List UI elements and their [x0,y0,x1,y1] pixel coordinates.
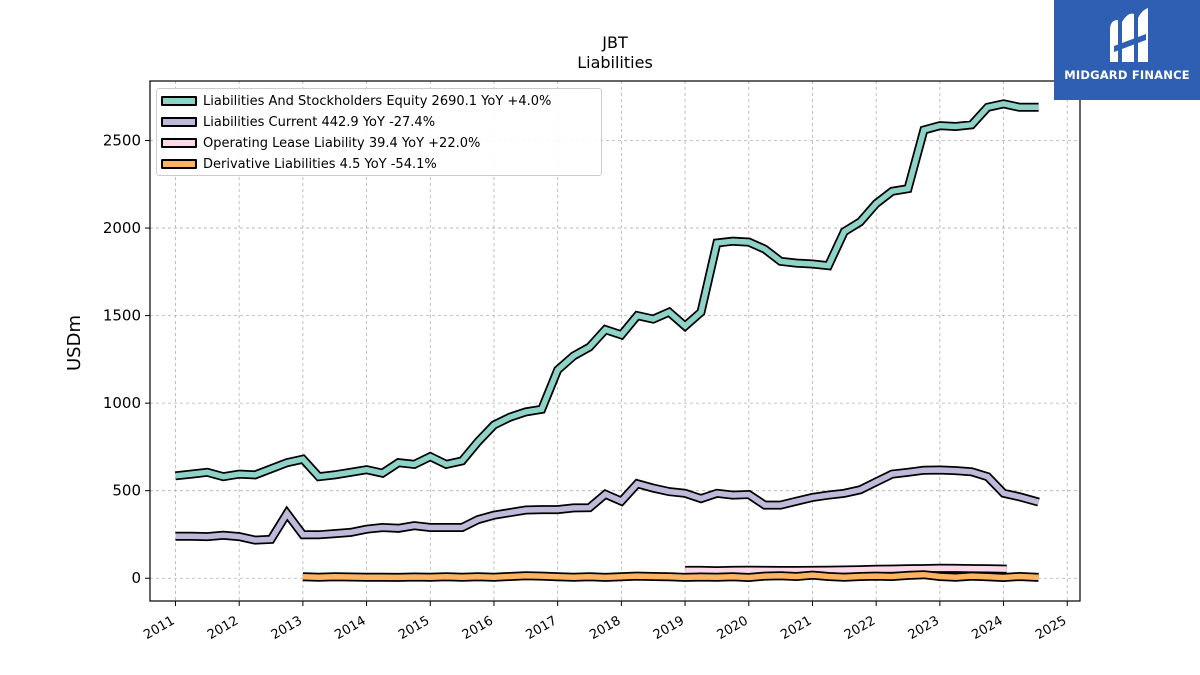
legend-swatch-equity [161,96,197,106]
x-tick-label: 2022 [842,613,878,643]
x-axis-ticks: 2011 2012 2013 2014 2015 2016 2017 2018 2019 2020… [141,601,1069,643]
x-tick-label: 2024 [969,613,1005,643]
series-line-current [175,467,1040,543]
plot-frame [149,80,1081,602]
legend-item-equity: Liabilities And Stockholders Equity 2690… [161,91,551,111]
x-tick-label: 2021 [778,613,814,643]
y-tick-label: 0 [131,569,141,587]
y-axis-label: USDm [64,315,85,371]
x-tick-label: 2017 [524,613,560,643]
legend-label-equity: Liabilities And Stockholders Equity 2690… [203,93,552,109]
y-tick-label: 1500 [103,307,141,325]
x-tick-label: 2018 [587,613,623,643]
legend-swatch-derivative [161,159,197,169]
x-tick-label: 2019 [651,613,687,643]
x-tick-label: 2014 [332,613,368,643]
y-tick-label: 2500 [103,132,141,150]
x-tick-label: 2012 [205,613,241,643]
midgard-finance-logo: MIDGARD FINANCE [1054,0,1200,100]
chart-title: JBT [601,33,628,52]
legend-item-current: Liabilities Current 442.9 YoY -27.4% [161,112,435,132]
y-axis-ticks: 0 500 1000 1500 2000 2500 [103,132,150,587]
x-tick-label: 2025 [1033,613,1069,643]
y-tick-label: 500 [112,482,141,500]
chart-subtitle: Liabilities [577,53,653,72]
legend-label-lease: Operating Lease Liability 39.4 YoY +22.0… [203,135,481,151]
legend-item-derivative: Derivative Liabilities 4.5 YoY -54.1% [161,154,437,174]
y-tick-label: 2000 [103,219,141,237]
y-tick-label: 1000 [103,394,141,412]
series-line-lease [685,565,1007,574]
x-tick-label: 2015 [396,613,432,643]
x-tick-label: 2013 [269,613,305,643]
legend-swatch-lease [161,138,197,148]
legend-item-lease: Operating Lease Liability 39.4 YoY +22.0… [161,133,480,153]
logo-mark-icon [1110,8,1148,62]
x-tick-label: 2023 [906,613,942,643]
series-layer [175,99,1040,583]
legend-label-derivative: Derivative Liabilities 4.5 YoY -54.1% [203,156,437,172]
x-tick-label: 2016 [460,613,496,643]
legend: Liabilities And Stockholders Equity 2690… [156,88,602,176]
logo-text: MIDGARD FINANCE [1064,68,1190,82]
series-line-equity [175,100,1039,480]
x-tick-label: 2011 [141,613,177,643]
legend-label-current: Liabilities Current 442.9 YoY -27.4% [203,114,436,130]
legend-swatch-current [161,117,197,127]
series-outline-current [175,465,1040,545]
x-tick-label: 2020 [715,613,751,643]
series-line-derivative [302,571,1039,581]
